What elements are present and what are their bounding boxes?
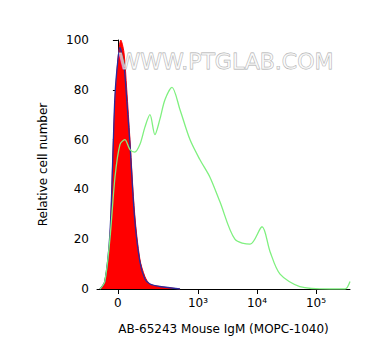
svg-text:10³: 10³ [188,296,208,310]
svg-text:10⁴: 10⁴ [247,296,267,310]
svg-text:0: 0 [114,296,122,310]
svg-text:AB-65243 Mouse IgM (MOPC-1040): AB-65243 Mouse IgM (MOPC-1040) [118,322,328,336]
svg-text:60: 60 [74,133,89,147]
svg-text:80: 80 [74,83,89,97]
svg-text:0: 0 [81,282,89,296]
svg-text:40: 40 [74,182,89,196]
svg-text:20: 20 [74,232,89,246]
svg-text:WWW.PTGLAB.COM: WWW.PTGLAB.COM [118,49,333,74]
svg-text:10⁵: 10⁵ [306,296,326,310]
svg-text:Relative cell number: Relative cell number [36,103,50,227]
svg-text:100: 100 [66,33,89,47]
